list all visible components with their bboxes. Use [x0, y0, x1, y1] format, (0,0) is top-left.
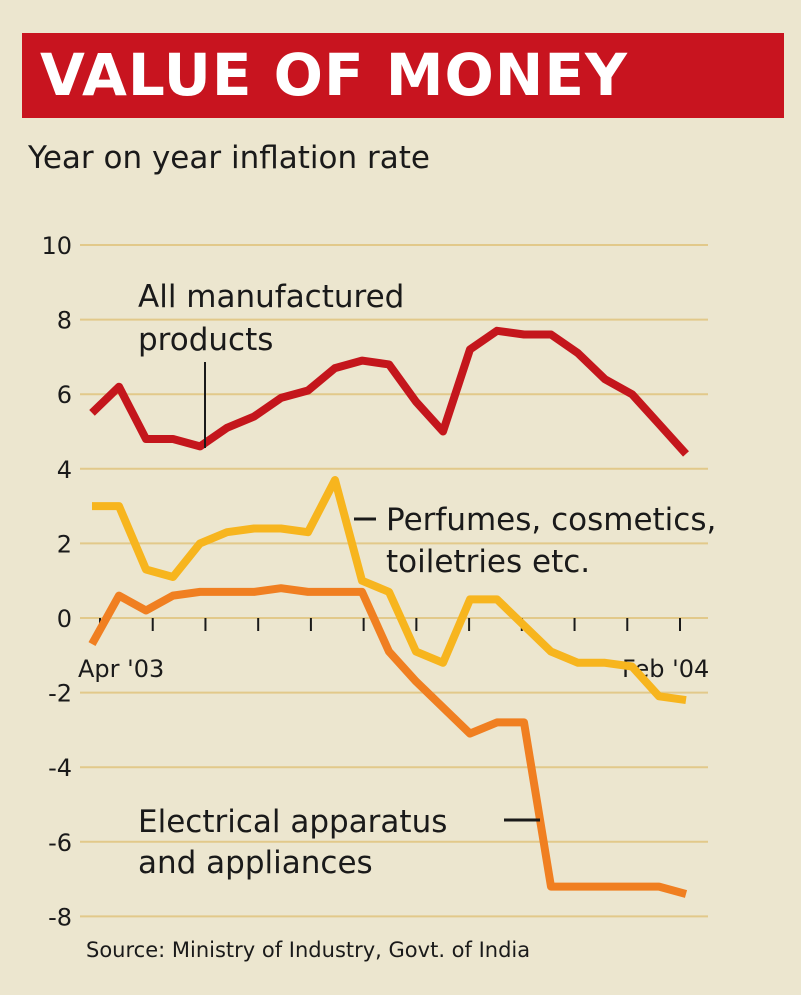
series-line-manufactured — [89, 326, 689, 457]
x-tick-label: Apr '03 — [78, 655, 164, 683]
y-tick-label: 6 — [57, 381, 72, 409]
series-label: and appliances — [138, 845, 373, 881]
y-tick-label: 0 — [57, 605, 72, 633]
y-tick-label: 10 — [41, 232, 72, 260]
y-tick-label: -4 — [48, 754, 72, 782]
series-line-perfumes — [92, 476, 687, 705]
source-note: Source: Ministry of Industry, Govt. of I… — [86, 938, 531, 962]
y-tick-label: -2 — [48, 680, 72, 708]
y-tick-label: -8 — [48, 903, 72, 931]
series-label: Perfumes, cosmetics, — [386, 502, 716, 538]
y-tick-label: 8 — [57, 307, 72, 335]
chart-title: VALUE OF MONEY — [40, 41, 628, 109]
y-tick-label: 4 — [57, 456, 72, 484]
series-line-electrical — [88, 584, 688, 898]
series-label: All manufactured — [138, 279, 404, 315]
series-label: toiletries etc. — [386, 544, 590, 580]
chart-subtitle: Year on year inflation rate — [28, 140, 430, 176]
title-banner: VALUE OF MONEY — [22, 33, 784, 118]
y-tick-label: 2 — [57, 530, 72, 558]
series-label: Electrical apparatus — [138, 804, 447, 840]
series-label: products — [138, 322, 273, 358]
y-tick-label: -6 — [48, 829, 72, 857]
